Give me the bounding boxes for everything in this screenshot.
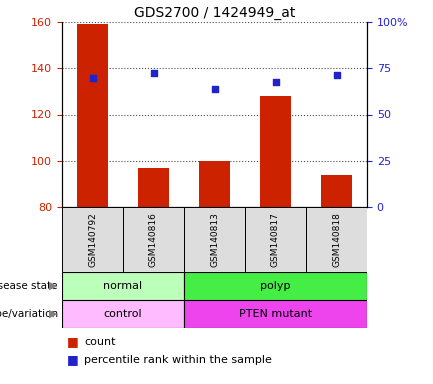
- Text: control: control: [103, 309, 142, 319]
- Bar: [184, 272, 367, 300]
- Bar: [199, 161, 230, 207]
- Text: percentile rank within the sample: percentile rank within the sample: [84, 355, 272, 365]
- Text: GSM140818: GSM140818: [332, 212, 341, 267]
- Point: [150, 70, 157, 76]
- Title: GDS2700 / 1424949_at: GDS2700 / 1424949_at: [134, 6, 295, 20]
- Point: [272, 79, 279, 85]
- Bar: [245, 207, 306, 272]
- Bar: [77, 24, 108, 207]
- Text: GSM140817: GSM140817: [271, 212, 280, 267]
- Bar: [62, 272, 184, 300]
- Bar: [321, 175, 352, 207]
- Text: GSM140792: GSM140792: [88, 212, 97, 267]
- Bar: [123, 207, 184, 272]
- Text: disease state: disease state: [0, 281, 58, 291]
- Text: ■: ■: [67, 354, 79, 366]
- Text: ■: ■: [67, 336, 79, 349]
- Text: ▶: ▶: [48, 281, 57, 291]
- Bar: [306, 207, 367, 272]
- Point: [333, 72, 340, 78]
- Point: [89, 74, 96, 81]
- Text: ▶: ▶: [48, 309, 57, 319]
- Text: polyp: polyp: [260, 281, 291, 291]
- Text: GSM140816: GSM140816: [149, 212, 158, 267]
- Text: PTEN mutant: PTEN mutant: [239, 309, 312, 319]
- Bar: [184, 207, 245, 272]
- Bar: [184, 300, 367, 328]
- Text: count: count: [84, 337, 116, 347]
- Bar: [260, 96, 291, 207]
- Bar: [138, 168, 169, 207]
- Bar: [62, 207, 123, 272]
- Text: normal: normal: [103, 281, 142, 291]
- Text: GSM140813: GSM140813: [210, 212, 219, 267]
- Point: [211, 86, 218, 92]
- Bar: [62, 300, 184, 328]
- Text: genotype/variation: genotype/variation: [0, 309, 58, 319]
